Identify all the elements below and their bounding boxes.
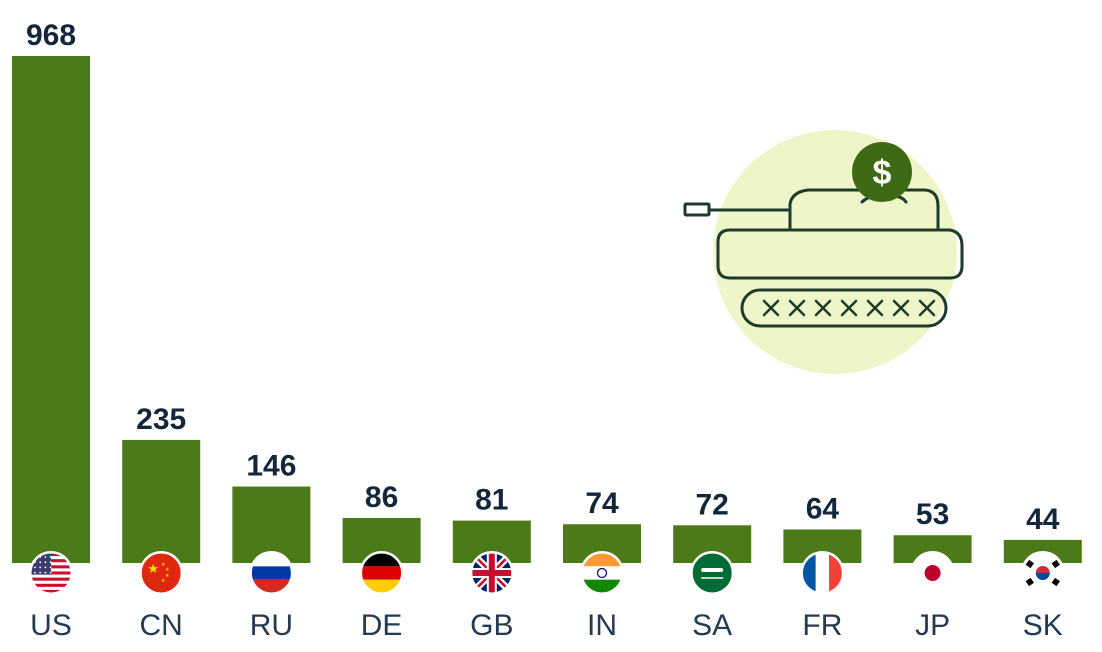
category-label-sk: SK — [1023, 609, 1063, 642]
tank-icon — [683, 188, 964, 328]
svg-text:★: ★ — [165, 573, 170, 579]
value-label-ru: 146 — [246, 450, 296, 483]
in-flag-icon — [580, 551, 624, 595]
tank-with-dollar-coin-icon: $ — [683, 130, 964, 374]
kr-flag-icon — [1020, 551, 1065, 595]
value-label-in: 74 — [585, 487, 619, 520]
category-label-gb: GB — [470, 609, 513, 642]
category-label-jp: JP — [915, 609, 950, 642]
bar-us — [12, 56, 90, 563]
value-label-us: 968 — [26, 19, 76, 52]
svg-text:★: ★ — [147, 562, 159, 577]
value-label-jp: 53 — [916, 498, 949, 531]
us-flag-icon — [29, 551, 73, 595]
value-label-sk: 44 — [1026, 503, 1060, 536]
flag-icons: ★ ★★★★ — [29, 551, 1065, 595]
fr-flag-icon — [800, 551, 845, 595]
gb-flag-icon — [469, 551, 514, 595]
value-label-gb: 81 — [475, 484, 508, 517]
bar-ru — [232, 486, 311, 563]
ru-flag-icon — [249, 551, 294, 595]
value-labels: 968 235 146 86 81 74 72 64 53 44 — [26, 19, 1060, 536]
category-labels: US CN RU DE GB IN SA FR JP SK — [30, 609, 1063, 642]
de-flag-icon — [359, 551, 404, 595]
svg-text:★: ★ — [161, 578, 166, 584]
cn-flag-icon: ★ ★★★★ — [139, 551, 184, 595]
category-label-fr: FR — [802, 609, 842, 642]
sa-flag-icon — [690, 551, 735, 595]
dollar-coin-icon — [852, 142, 912, 202]
category-label-de: DE — [361, 609, 403, 642]
svg-text:★: ★ — [161, 562, 166, 568]
value-label-sa: 72 — [696, 488, 729, 521]
category-label-ru: RU — [250, 609, 293, 642]
category-label-sa: SA — [692, 609, 732, 642]
value-label-cn: 235 — [136, 403, 186, 436]
category-label-in: IN — [587, 609, 617, 642]
bar-cn — [122, 439, 201, 563]
category-label-cn: CN — [140, 609, 183, 642]
svg-text:★: ★ — [165, 567, 170, 573]
dollar-sign: $ — [873, 154, 892, 192]
value-label-fr: 64 — [806, 492, 840, 525]
category-label-us: US — [30, 609, 72, 642]
value-label-de: 86 — [365, 481, 398, 514]
jp-flag-icon — [910, 551, 955, 595]
illustration-background-circle — [713, 130, 957, 374]
